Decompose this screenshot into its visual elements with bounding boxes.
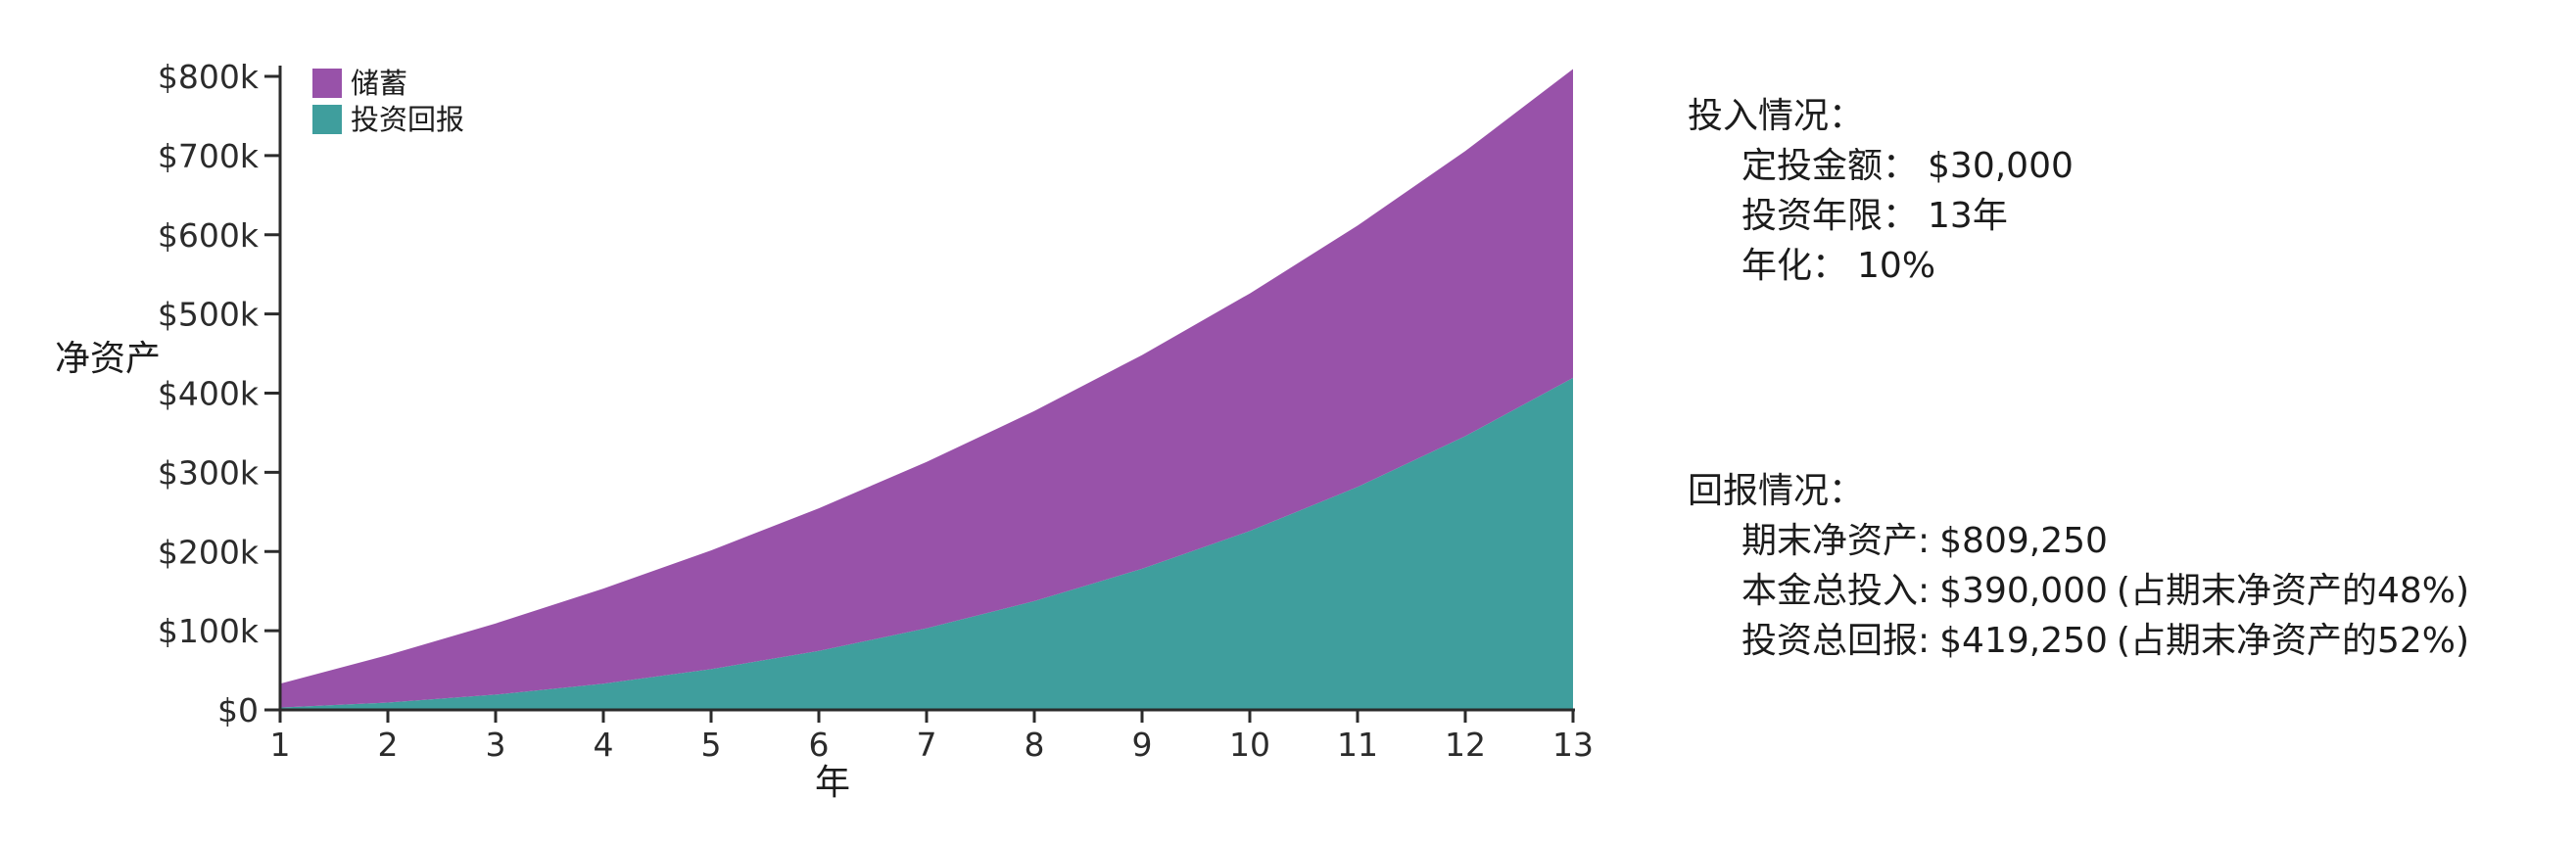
y-tick-label: $800k	[158, 58, 260, 96]
input-amount-value: $30,000	[1928, 146, 2074, 186]
chart-legend: 储蓄 投资回报	[312, 67, 464, 136]
x-tick-label: 3	[486, 726, 506, 764]
returns-networth-label: 期末净资产:	[1741, 521, 1931, 561]
returns-gain-value: $419,250	[1939, 621, 2108, 661]
savings-area	[280, 69, 1573, 708]
x-axis-title: 年	[815, 763, 850, 803]
legend-swatch-savings	[312, 69, 342, 98]
x-tick-label: 4	[594, 726, 614, 764]
x-tick-label: 11	[1337, 726, 1378, 764]
net-worth-stacked-area-chart: $0 $100k $200k $300k $400k $500k $600k $700k $80…	[55, 58, 1594, 803]
x-tick-label: 6	[809, 726, 830, 764]
y-tick-label: $100k	[158, 612, 260, 650]
legend-swatch-returns	[312, 105, 342, 134]
returns-gain-label: 投资总回报:	[1741, 621, 1931, 661]
y-tick-label: $0	[217, 691, 259, 729]
returns-principal-label: 本金总投入:	[1741, 571, 1931, 611]
y-tick-label: $200k	[158, 533, 260, 571]
returns-networth-line: 期末净资产: $809,250	[1688, 516, 2469, 566]
x-tick-label: 8	[1025, 726, 1045, 764]
y-tick-label: $400k	[158, 375, 260, 413]
y-tick-label: $300k	[158, 453, 260, 492]
chart-axes: $0 $100k $200k $300k $400k $500k $600k $700k $80…	[158, 58, 1594, 764]
y-axis-title: 净资产	[55, 339, 161, 379]
x-tick-label: 2	[378, 726, 399, 764]
legend-label-savings: 储蓄	[351, 67, 407, 100]
legend-label-returns: 投资回报	[351, 103, 464, 136]
y-tick-label: $600k	[158, 216, 260, 255]
returns-principal-value: $390,000	[1939, 571, 2108, 611]
x-tick-label: 1	[270, 726, 291, 764]
returns-summary-title: 回报情况：	[1688, 471, 1865, 511]
returns-gain-note: (占期末净资产的52%)	[2116, 621, 2470, 661]
x-tick-label: 9	[1132, 726, 1153, 764]
input-years-label: 投资年限：	[1741, 196, 1919, 236]
chart-areas	[280, 69, 1573, 710]
input-rate-value: 10%	[1857, 246, 1936, 286]
x-tick-label: 7	[917, 726, 937, 764]
x-tick-label: 13	[1552, 726, 1594, 764]
returns-networth-value: $809,250	[1939, 521, 2108, 561]
x-tick-label: 12	[1445, 726, 1486, 764]
returns-summary-block: 回报情况： 期末净资产: $809,250 本金总投入: $390,000 (占期末净…	[1688, 466, 2469, 666]
returns-gain-line: 投资总回报: $419,250 (占期末净资产的52%)	[1688, 616, 2469, 666]
input-summary-amount-line: 定投金额： $30,000	[1688, 141, 2074, 191]
x-tick-label: 10	[1229, 726, 1270, 764]
input-summary-rate-line: 年化： 10%	[1688, 241, 2074, 291]
y-tick-label: $500k	[158, 296, 260, 334]
input-rate-label: 年化：	[1741, 246, 1848, 286]
x-tick-label: 5	[701, 726, 722, 764]
input-summary-block: 投入情况： 定投金额： $30,000 投资年限： 13年 年化： 10%	[1688, 91, 2074, 291]
input-years-value: 13年	[1928, 196, 2008, 236]
returns-principal-line: 本金总投入: $390,000 (占期末净资产的48%)	[1688, 566, 2469, 616]
returns-principal-note: (占期末净资产的48%)	[2116, 571, 2470, 611]
y-tick-label: $700k	[158, 137, 260, 175]
input-summary-years-line: 投资年限： 13年	[1688, 191, 2074, 241]
returns-area	[280, 377, 1573, 710]
input-summary-title: 投入情况：	[1688, 96, 1865, 136]
input-amount-label: 定投金额：	[1741, 146, 1919, 186]
